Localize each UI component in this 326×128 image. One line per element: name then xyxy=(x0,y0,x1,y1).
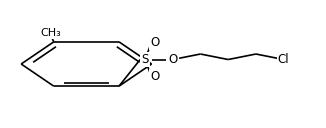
Text: O: O xyxy=(150,36,159,49)
Text: CH₃: CH₃ xyxy=(40,28,61,38)
Text: Cl: Cl xyxy=(278,53,289,66)
Text: O: O xyxy=(150,70,159,83)
Text: O: O xyxy=(168,53,177,66)
Text: S: S xyxy=(141,53,149,66)
